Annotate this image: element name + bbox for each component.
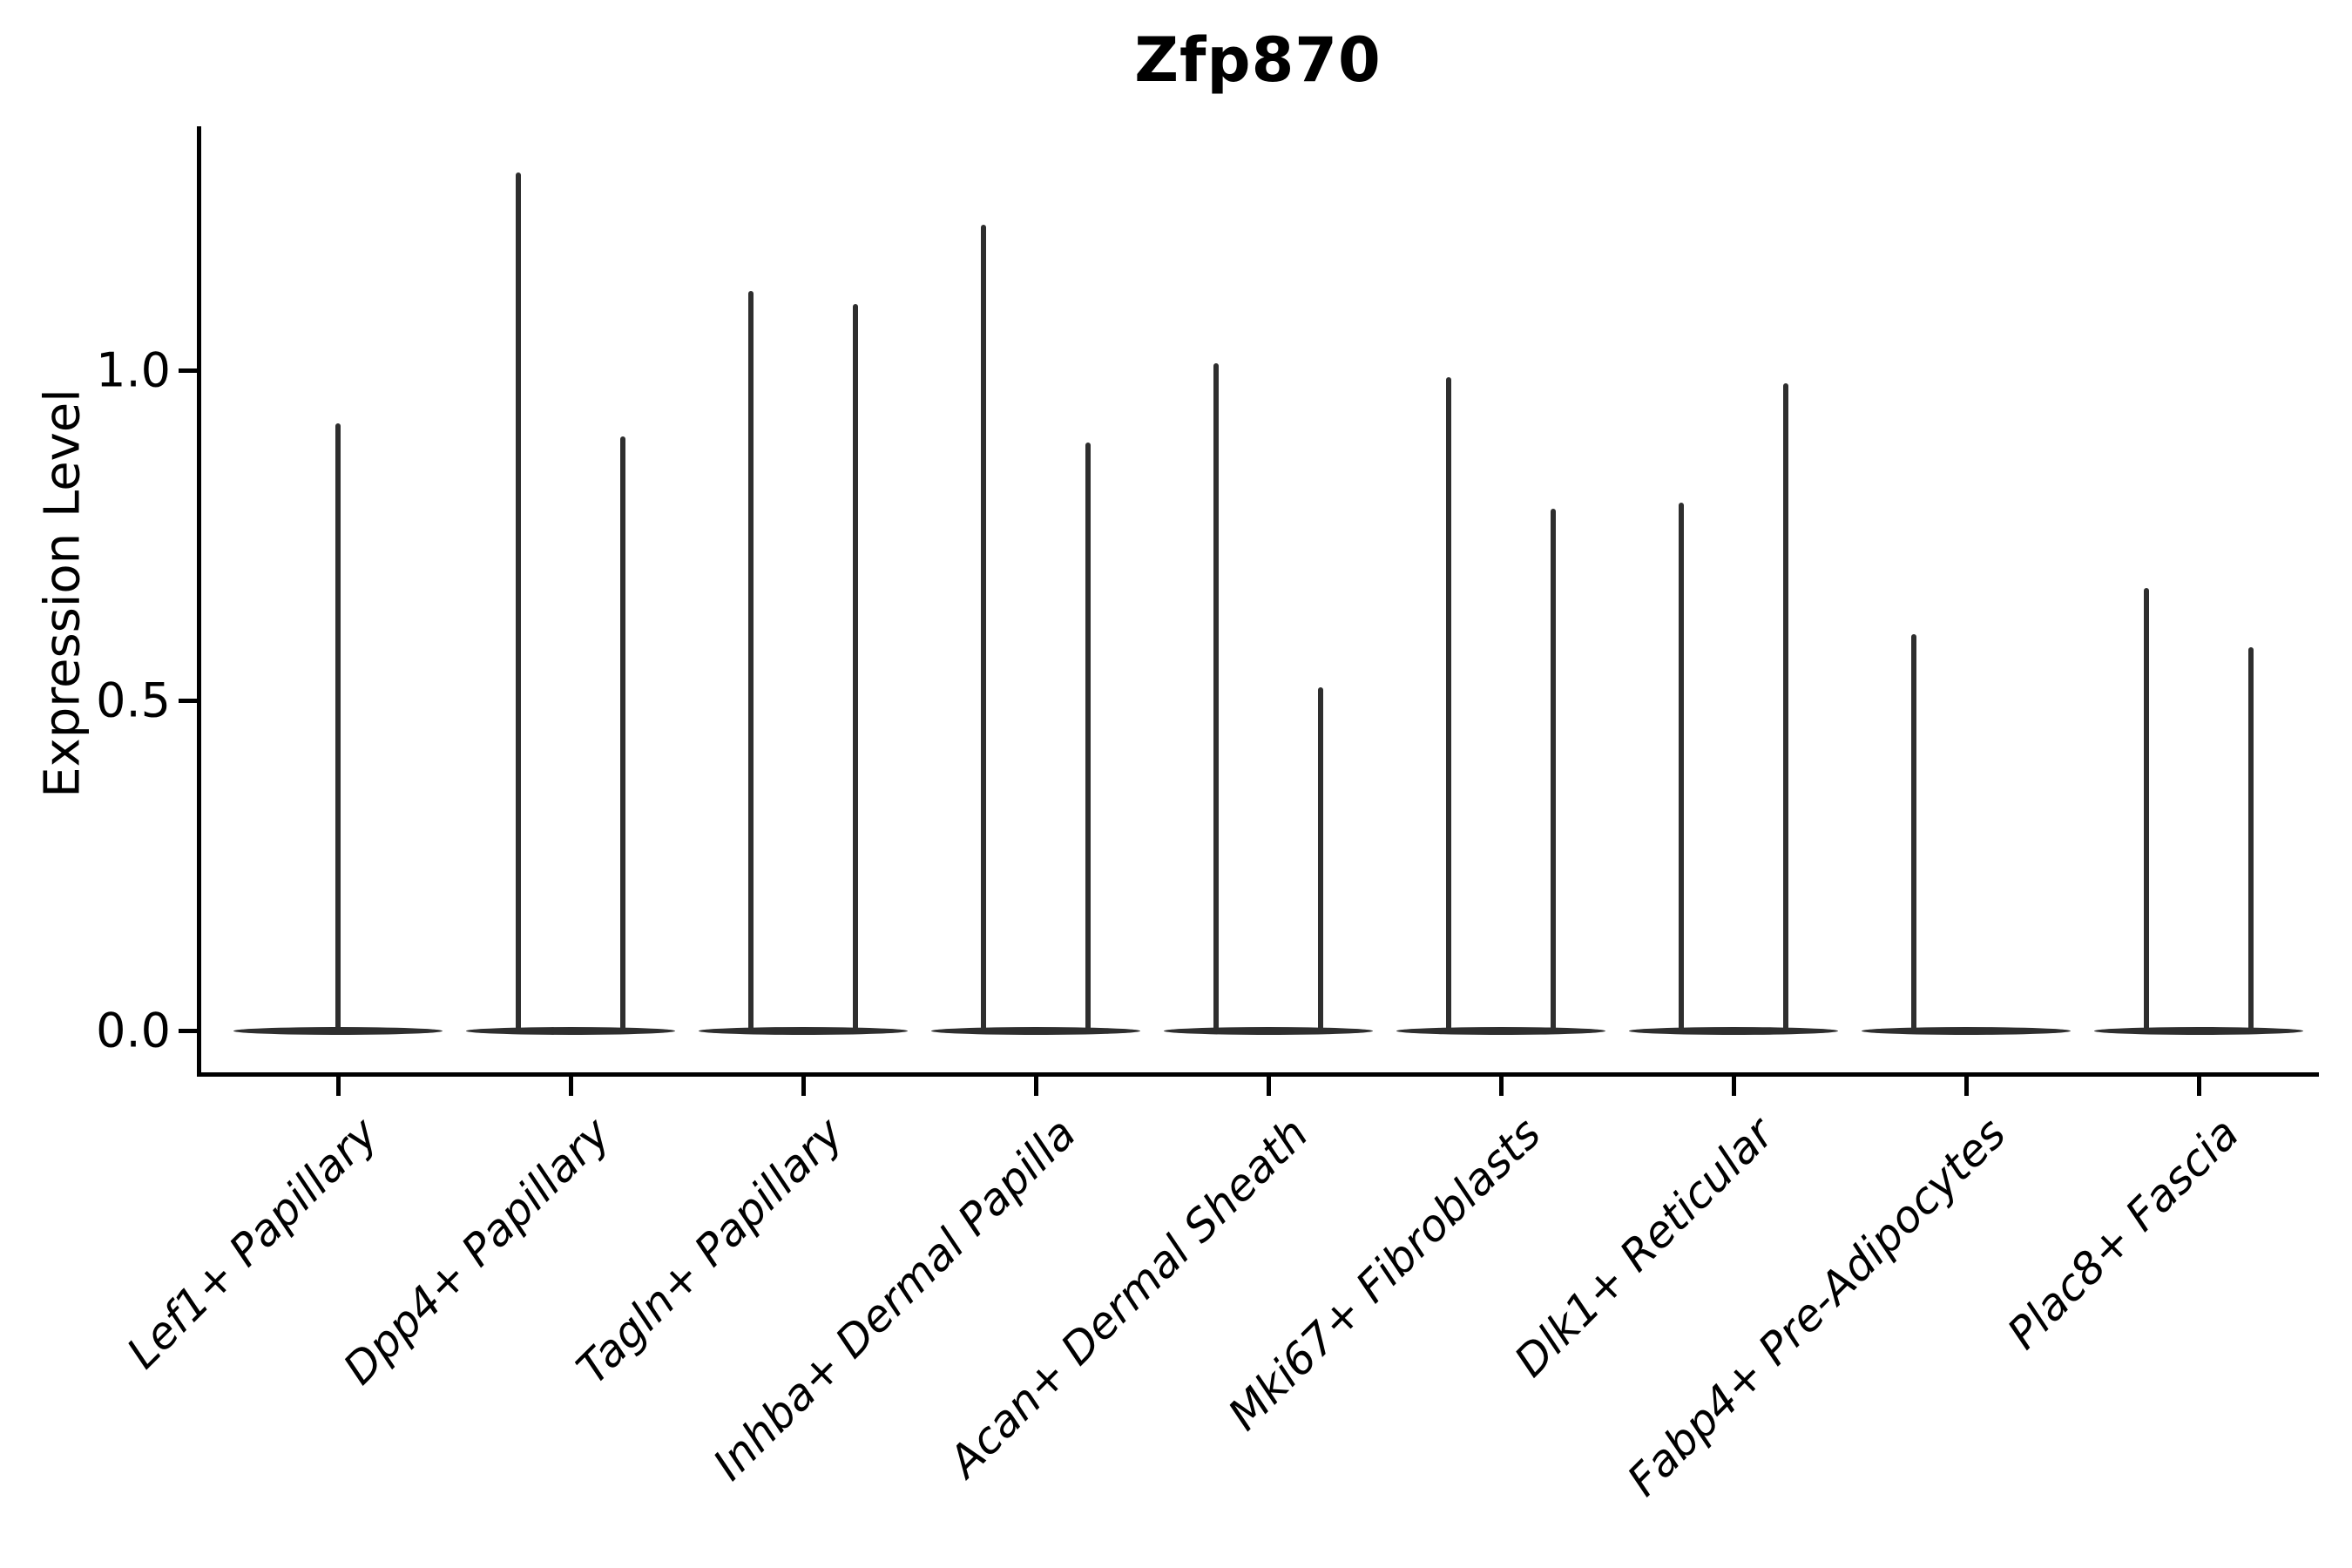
violin-base	[1629, 1026, 1838, 1035]
violin-spike	[2144, 588, 2149, 1034]
x-tick	[801, 1077, 806, 1096]
violin-base	[699, 1026, 908, 1035]
violin-spike	[1213, 363, 1219, 1034]
x-axis-spine	[197, 1072, 2319, 1077]
violin-base	[1164, 1026, 1373, 1035]
x-tick	[569, 1077, 573, 1096]
violin-base	[931, 1026, 1140, 1035]
violin-base	[1396, 1026, 1605, 1035]
violin-spike	[1318, 686, 1323, 1034]
x-tick	[336, 1077, 341, 1096]
x-tick	[2197, 1077, 2201, 1096]
violin-spike	[853, 304, 858, 1034]
x-tick	[1732, 1077, 1736, 1096]
violin-spike	[620, 436, 625, 1034]
plot-title: Zfp870	[1134, 24, 1382, 96]
y-tick-label: 1.0	[96, 342, 171, 398]
violin-spike	[516, 172, 521, 1034]
violin-spike	[1679, 502, 1684, 1034]
violin-spike	[2248, 647, 2254, 1034]
y-tick	[179, 1029, 198, 1033]
x-tick	[1964, 1077, 1969, 1096]
y-axis-label: Expression Level	[34, 389, 91, 798]
x-tick	[1499, 1077, 1504, 1096]
y-axis-spine	[197, 126, 201, 1077]
violin-spike	[335, 422, 341, 1034]
x-tick	[1034, 1077, 1038, 1096]
violin-spike	[748, 291, 754, 1034]
violin-spike	[1551, 509, 1556, 1034]
violin-spike	[981, 225, 986, 1034]
violin-base	[1862, 1026, 2071, 1035]
violin-spike	[1911, 634, 1916, 1034]
x-tick-label: Lef1+ Papillary	[117, 1108, 389, 1379]
violin-base	[466, 1026, 675, 1035]
violin-base	[2094, 1026, 2303, 1035]
y-tick	[179, 368, 198, 373]
x-tick	[1267, 1077, 1271, 1096]
violin-spike	[1783, 383, 1788, 1034]
y-tick-label: 0.5	[96, 672, 171, 728]
y-tick-label: 0.0	[96, 1003, 171, 1058]
x-tick-label: Plac8+ Fascia	[1997, 1108, 2249, 1359]
violin-spike	[1085, 443, 1091, 1034]
y-tick	[179, 699, 198, 703]
violin-spike	[1446, 376, 1451, 1034]
x-tick-label: Fabp4+ Pre-Adipocytes	[1618, 1108, 2017, 1506]
